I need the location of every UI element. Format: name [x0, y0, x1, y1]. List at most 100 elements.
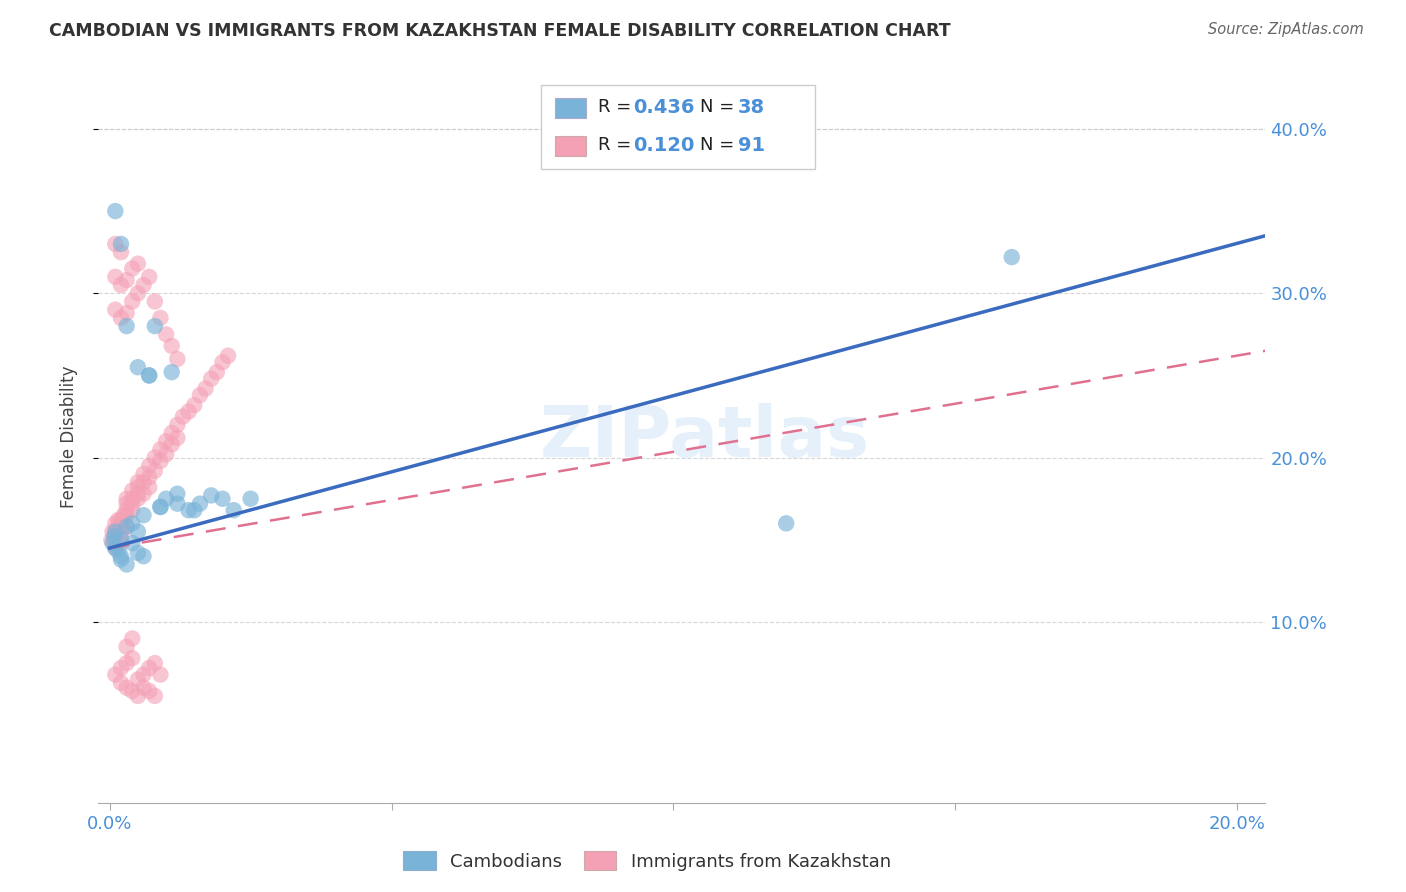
Point: [127, 286, 149, 301]
Point: [177, 404, 200, 418]
Point: [104, 536, 127, 550]
Point: [132, 467, 155, 481]
Point: [115, 491, 138, 506]
Point: [121, 294, 143, 309]
Point: [110, 536, 132, 550]
Point: [104, 236, 127, 251]
Point: [127, 360, 149, 375]
Text: N =: N =: [700, 136, 740, 154]
Point: [149, 667, 172, 681]
Point: [160, 437, 183, 451]
Point: [121, 651, 143, 665]
Point: [188, 497, 211, 511]
Point: [127, 487, 149, 501]
Point: [155, 447, 177, 461]
Point: [115, 508, 138, 523]
Point: [166, 431, 188, 445]
Point: [104, 667, 127, 681]
Point: [115, 273, 138, 287]
Point: [149, 310, 172, 325]
Point: [211, 355, 233, 369]
Text: 38: 38: [738, 97, 765, 117]
Point: [155, 434, 177, 449]
Point: [110, 549, 132, 564]
Point: [104, 529, 127, 543]
Text: Source: ZipAtlas.com: Source: ZipAtlas.com: [1208, 22, 1364, 37]
Point: [110, 675, 132, 690]
Point: [166, 497, 188, 511]
Point: [112, 508, 135, 523]
Point: [110, 552, 132, 566]
Point: [160, 339, 183, 353]
Point: [200, 488, 222, 502]
Point: [143, 319, 166, 334]
Point: [121, 503, 143, 517]
Point: [149, 500, 172, 514]
Point: [194, 382, 217, 396]
Point: [127, 480, 149, 494]
Point: [104, 269, 127, 284]
Point: [121, 516, 143, 531]
Text: 0.120: 0.120: [633, 136, 695, 155]
Point: [138, 470, 160, 484]
Point: [132, 508, 155, 523]
Point: [138, 368, 160, 383]
Point: [107, 513, 129, 527]
Point: [121, 684, 143, 698]
Point: [127, 524, 149, 539]
Point: [104, 524, 127, 539]
Point: [104, 524, 127, 539]
Point: [239, 491, 262, 506]
Point: [103, 536, 125, 550]
Point: [110, 524, 132, 539]
Point: [110, 519, 132, 533]
Point: [775, 516, 797, 531]
Point: [132, 487, 155, 501]
Point: [110, 661, 132, 675]
Point: [115, 497, 138, 511]
Point: [121, 632, 143, 646]
Point: [104, 302, 127, 317]
Point: [121, 483, 143, 498]
Point: [132, 667, 155, 681]
Point: [104, 204, 127, 219]
Point: [104, 516, 127, 531]
Point: [132, 278, 155, 293]
Point: [143, 464, 166, 478]
Point: [104, 541, 127, 555]
Point: [138, 368, 160, 383]
Point: [115, 681, 138, 695]
Point: [115, 519, 138, 533]
Point: [127, 491, 149, 506]
Point: [110, 310, 132, 325]
Point: [101, 536, 124, 550]
Point: [138, 684, 160, 698]
Text: ZIPatlas: ZIPatlas: [540, 402, 870, 472]
Point: [183, 398, 205, 412]
Point: [217, 349, 239, 363]
Point: [200, 372, 222, 386]
Point: [1001, 250, 1024, 264]
Text: R =: R =: [598, 136, 637, 154]
Point: [110, 278, 132, 293]
Point: [115, 306, 138, 320]
Point: [138, 661, 160, 675]
Point: [143, 656, 166, 670]
Point: [138, 458, 160, 473]
Point: [110, 513, 132, 527]
Point: [115, 503, 138, 517]
Y-axis label: Female Disability: Female Disability: [59, 366, 77, 508]
Point: [155, 491, 177, 506]
Point: [143, 450, 166, 465]
Point: [205, 365, 228, 379]
Point: [143, 689, 166, 703]
Text: 91: 91: [738, 136, 765, 155]
Point: [132, 475, 155, 490]
Point: [138, 269, 160, 284]
Point: [155, 327, 177, 342]
Point: [127, 673, 149, 687]
Point: [127, 546, 149, 560]
Point: [127, 689, 149, 703]
Point: [115, 640, 138, 654]
Point: [127, 475, 149, 490]
